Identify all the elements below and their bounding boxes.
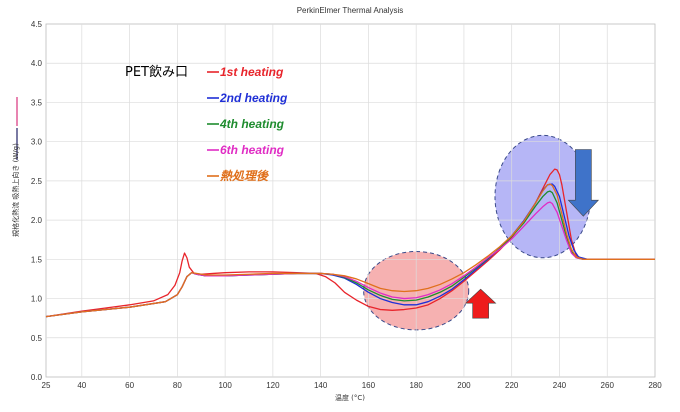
series-line-5 <box>45 183 655 318</box>
legend-entry: 4th heating <box>219 117 285 131</box>
x-tick-label: 80 <box>173 381 182 390</box>
grid-layer <box>45 23 656 378</box>
series-line-1 <box>45 168 655 318</box>
x-tick-label: 120 <box>266 381 280 390</box>
x-tick-label: 280 <box>648 381 662 390</box>
sample-label: PET飲み口 <box>125 64 188 80</box>
y-tick-label: 3.5 <box>31 98 43 107</box>
y-tick-label: 4.0 <box>31 59 43 68</box>
arrow-layer <box>464 149 600 319</box>
x-tick-label: 240 <box>553 381 567 390</box>
legend-entry: 熱処理後 <box>219 169 269 183</box>
plot-frame <box>45 23 656 378</box>
x-tick-label: 100 <box>218 381 232 390</box>
x-tick-label: 25 <box>42 381 51 390</box>
y-tick-label: 0.5 <box>31 334 43 343</box>
y-tick-label: 2.5 <box>31 177 43 186</box>
series-layer <box>45 168 655 318</box>
x-axis-label: 温度 (°C) <box>335 393 365 402</box>
legend: 1st heating 2nd heating 4th heating 6th hea… <box>207 65 288 183</box>
y-tick-label: 0.0 <box>31 373 43 382</box>
x-tick-label: 160 <box>362 381 376 390</box>
x-tick-label: 60 <box>125 381 134 390</box>
x-tick-label: 200 <box>457 381 471 390</box>
x-tick-label: 260 <box>601 381 615 390</box>
legend-entry: 1st heating <box>220 65 284 79</box>
x-tick-label: 180 <box>409 381 423 390</box>
y-tick-label: 1.0 <box>31 295 43 304</box>
y-tick-label: 1.5 <box>31 255 43 264</box>
x-tick-label: 220 <box>505 381 519 390</box>
y-tick-label: 3.0 <box>31 138 43 147</box>
x-tick-label: 140 <box>314 381 328 390</box>
legend-entry: 2nd heating <box>219 91 288 105</box>
arrow-down <box>567 149 600 217</box>
y-tick-label: 4.5 <box>31 20 43 29</box>
x-tick-label: 40 <box>77 381 86 390</box>
y-tick-label: 2.0 <box>31 216 43 225</box>
legend-entry: 6th heating <box>220 143 285 157</box>
tick-layer: 25 40 60 80 100 120 140 160 180 200 220 240 260 280 0.… <box>31 20 662 390</box>
y-axis-label: 規格化熱流 吸熱上向き (W/g) <box>11 143 20 237</box>
chart-title: PerkinElmer Thermal Analysis <box>297 6 404 15</box>
arrow-up <box>464 288 497 319</box>
